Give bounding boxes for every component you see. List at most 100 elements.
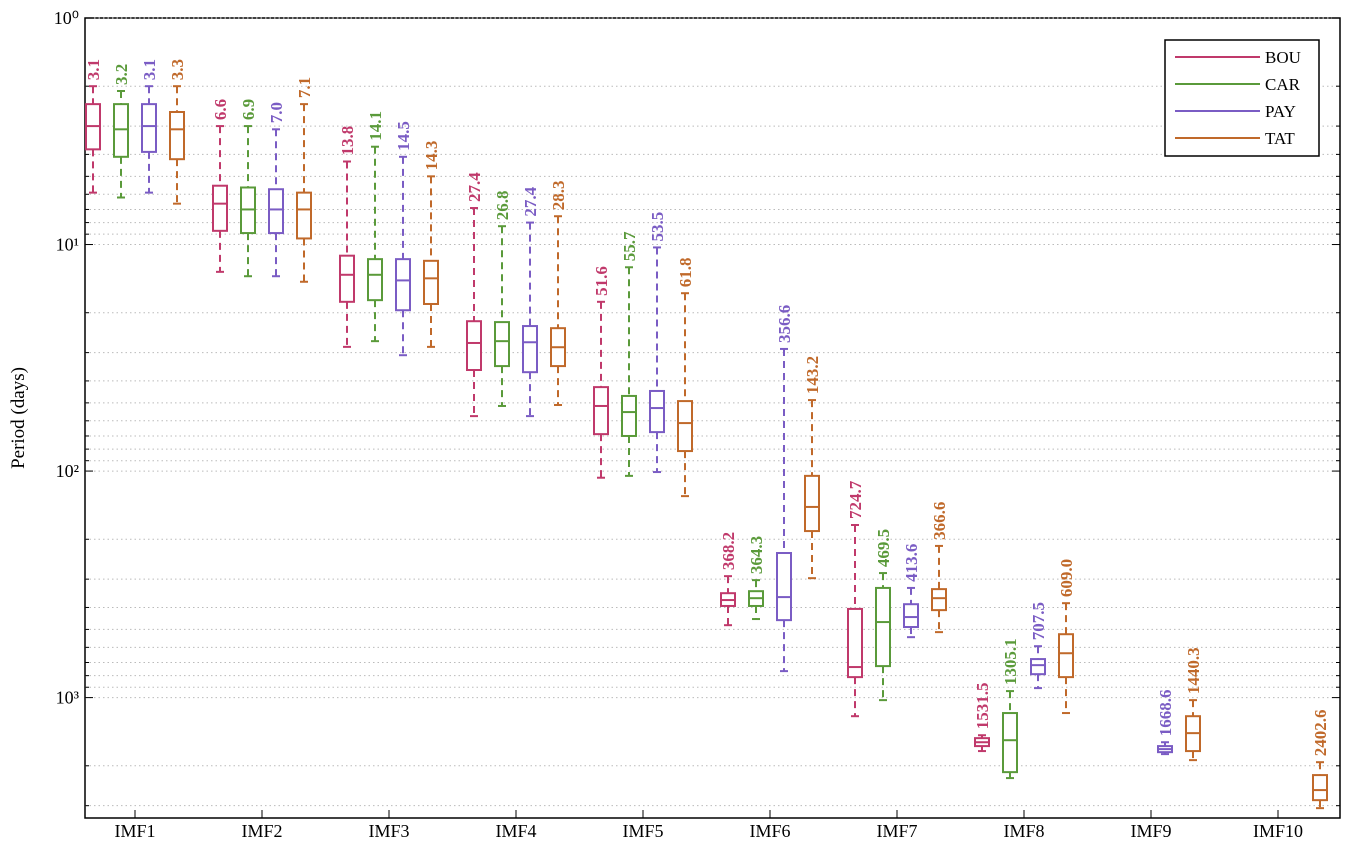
box xyxy=(1058,633,1074,679)
box-group: 413.6 xyxy=(902,544,921,639)
value-label: 2402.6 xyxy=(1311,709,1330,756)
box-group: 368.2 xyxy=(719,532,738,627)
value-label: 3.1 xyxy=(140,59,159,80)
value-label: 3.2 xyxy=(112,64,131,85)
box xyxy=(621,394,637,437)
x-tick-label: IMF8 xyxy=(1003,821,1044,841)
box-group: 6.6 xyxy=(211,99,230,273)
box-group: 3.3 xyxy=(168,59,187,205)
value-label: 13.8 xyxy=(338,126,357,156)
box xyxy=(903,603,919,629)
box-group: 609.0 xyxy=(1057,559,1076,715)
box-group: 1305.1 xyxy=(1001,638,1020,780)
box xyxy=(113,103,129,158)
box xyxy=(268,188,284,235)
box xyxy=(395,258,411,312)
value-label: 413.6 xyxy=(902,544,921,582)
box xyxy=(776,552,792,622)
box-group: 53.5 xyxy=(648,212,667,474)
box-group: 14.3 xyxy=(422,141,441,348)
value-label: 7.1 xyxy=(295,77,314,98)
box-group: 27.4 xyxy=(521,186,540,418)
y-tick-label: 10¹ xyxy=(56,235,79,255)
box xyxy=(677,400,693,453)
value-label: 3.3 xyxy=(168,59,187,80)
box xyxy=(296,191,312,240)
box-group: 143.2 xyxy=(803,356,822,580)
box xyxy=(1030,658,1046,676)
box-group: 27.4 xyxy=(465,172,484,418)
box-group: 356.6 xyxy=(775,305,794,673)
legend-label: CAR xyxy=(1265,75,1301,94)
x-tick-label: IMF1 xyxy=(114,821,155,841)
box-group: 1668.6 xyxy=(1156,689,1175,756)
value-label: 609.0 xyxy=(1057,559,1076,597)
box-group: 61.8 xyxy=(676,257,695,498)
value-label: 707.5 xyxy=(1029,602,1048,640)
x-tick-label: IMF3 xyxy=(368,821,409,841)
box xyxy=(339,254,355,303)
value-label: 55.7 xyxy=(620,231,639,261)
x-tick-label: IMF6 xyxy=(749,821,790,841)
value-label: 724.7 xyxy=(846,480,865,519)
value-label: 356.6 xyxy=(775,305,794,343)
y-tick-label: 10⁰ xyxy=(54,8,79,28)
box xyxy=(931,588,947,612)
box-group: 2402.6 xyxy=(1311,709,1330,810)
box xyxy=(649,389,665,434)
box xyxy=(212,184,228,232)
y-tick-label: 10² xyxy=(56,461,79,481)
box-group: 1531.5 xyxy=(973,682,992,753)
box-group: 7.0 xyxy=(267,102,286,278)
legend-box xyxy=(1164,39,1320,157)
box xyxy=(593,386,609,436)
value-label: 27.4 xyxy=(521,186,540,216)
box-group: 366.6 xyxy=(930,502,949,634)
value-label: 61.8 xyxy=(676,257,695,287)
box xyxy=(875,586,891,668)
value-label: 53.5 xyxy=(648,212,667,242)
box-group: 13.8 xyxy=(338,126,357,348)
box-group: 26.8 xyxy=(493,190,512,407)
plot-frame xyxy=(84,17,1341,819)
value-label: 3.1 xyxy=(84,59,103,80)
box xyxy=(141,103,157,153)
x-tick-label: IMF9 xyxy=(1130,821,1171,841)
value-label: 1531.5 xyxy=(973,682,992,729)
value-label: 143.2 xyxy=(803,356,822,394)
value-label: 28.3 xyxy=(549,180,568,210)
box xyxy=(494,321,510,368)
box-group: 3.1 xyxy=(84,59,103,194)
x-tick-label: IMF10 xyxy=(1253,821,1303,841)
box xyxy=(169,111,185,161)
value-label: 51.6 xyxy=(592,266,611,296)
box xyxy=(466,320,482,372)
box-group: 364.3 xyxy=(747,536,766,621)
x-tick-label: IMF5 xyxy=(622,821,663,841)
box-group: 55.7 xyxy=(620,231,639,477)
box-group: 724.7 xyxy=(846,480,865,718)
value-label: 364.3 xyxy=(747,536,766,574)
box-group: 3.1 xyxy=(140,59,159,194)
box-group: 28.3 xyxy=(549,180,568,407)
value-label: 1305.1 xyxy=(1001,638,1020,685)
legend-label: PAY xyxy=(1265,102,1296,121)
value-label: 7.0 xyxy=(267,102,286,123)
legend-label: BOU xyxy=(1265,48,1301,67)
value-label: 14.1 xyxy=(366,111,385,141)
box xyxy=(367,258,383,302)
box xyxy=(423,259,439,305)
box-group: 1440.3 xyxy=(1184,647,1203,762)
value-label: 14.3 xyxy=(422,141,441,171)
y-axis-label: Period (days) xyxy=(8,367,29,469)
x-tick-label: IMF7 xyxy=(876,821,917,841)
value-label: 366.6 xyxy=(930,502,949,540)
value-label: 1668.6 xyxy=(1156,689,1175,736)
box xyxy=(1312,774,1328,802)
x-tick-label: IMF4 xyxy=(495,821,536,841)
box xyxy=(804,474,820,533)
value-label: 27.4 xyxy=(465,172,484,202)
box-group: 707.5 xyxy=(1029,602,1048,690)
box-group: 14.5 xyxy=(394,121,413,357)
box-group: 51.6 xyxy=(592,266,611,479)
